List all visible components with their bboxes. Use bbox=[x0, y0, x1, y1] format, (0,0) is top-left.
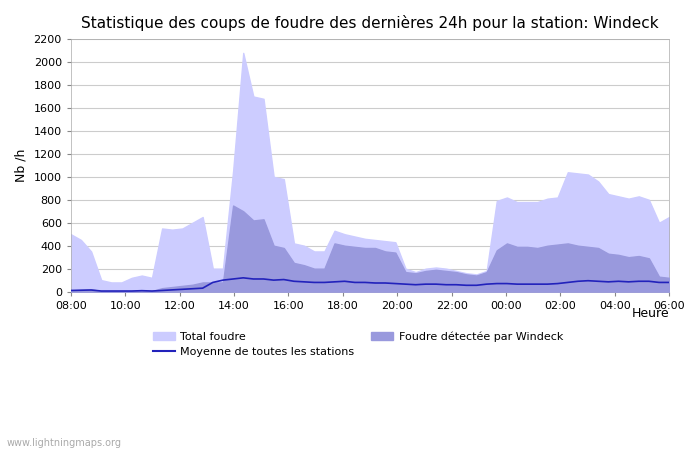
Legend: Total foudre, Moyenne de toutes les stations, Foudre détectée par Windeck: Total foudre, Moyenne de toutes les stat… bbox=[148, 327, 568, 362]
Text: www.lightningmaps.org: www.lightningmaps.org bbox=[7, 438, 122, 448]
Title: Statistique des coups de foudre des dernières 24h pour la station: Windeck: Statistique des coups de foudre des dern… bbox=[81, 15, 659, 31]
Y-axis label: Nb /h: Nb /h bbox=[15, 148, 28, 182]
Text: Heure: Heure bbox=[631, 307, 669, 320]
